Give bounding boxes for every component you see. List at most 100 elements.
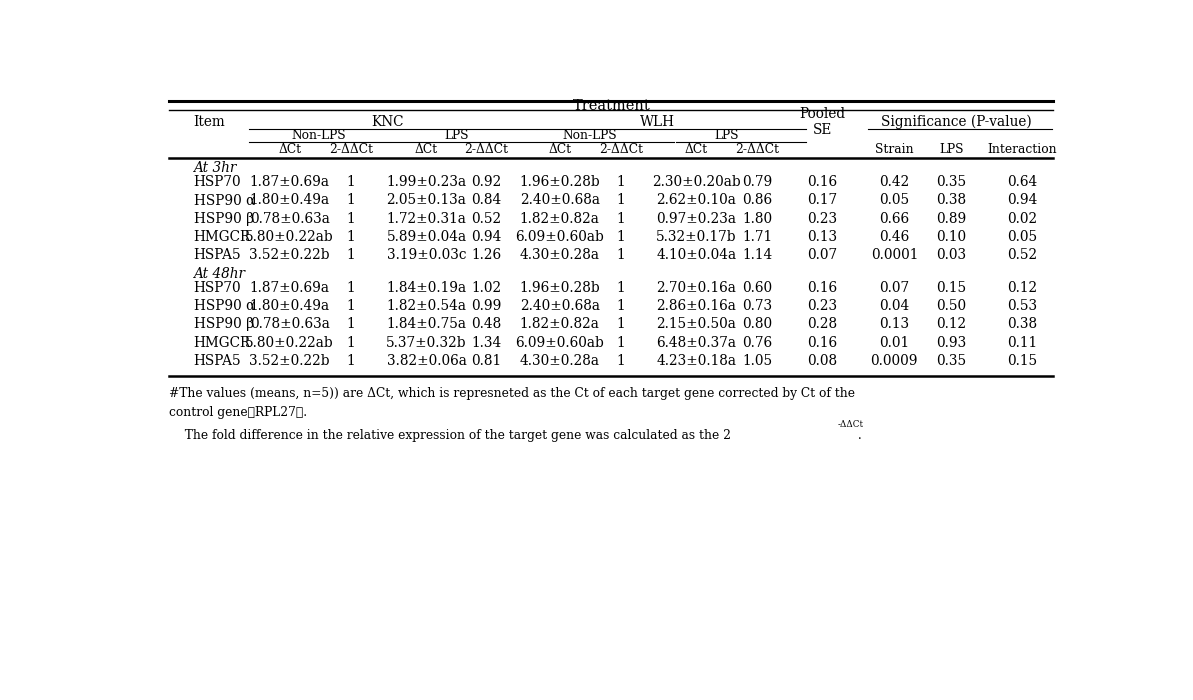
- Text: 3.19±0.03c: 3.19±0.03c: [387, 248, 466, 262]
- Text: 0.86: 0.86: [742, 193, 773, 207]
- Text: HMGCR: HMGCR: [193, 230, 251, 244]
- Text: 4.10±0.04a: 4.10±0.04a: [656, 248, 736, 262]
- Text: 5.37±0.32b: 5.37±0.32b: [387, 336, 466, 350]
- Text: 0.12: 0.12: [1007, 281, 1037, 295]
- Text: 2.15±0.50a: 2.15±0.50a: [656, 317, 736, 331]
- Text: 1: 1: [346, 354, 356, 368]
- Text: 2.86±0.16a: 2.86±0.16a: [656, 299, 736, 313]
- Text: 0.50: 0.50: [937, 299, 966, 313]
- Text: 1.02: 1.02: [471, 281, 502, 295]
- Text: 0.81: 0.81: [471, 354, 502, 368]
- Text: 0.11: 0.11: [1007, 336, 1037, 350]
- Text: 0.12: 0.12: [937, 317, 966, 331]
- Text: 1.99±0.23a: 1.99±0.23a: [387, 175, 466, 189]
- Text: 3.52±0.22b: 3.52±0.22b: [249, 248, 330, 262]
- Text: Significance (P-value): Significance (P-value): [880, 115, 1032, 129]
- Text: 1.34: 1.34: [471, 336, 502, 350]
- Text: Strain: Strain: [874, 144, 914, 156]
- Text: 1.82±0.82a: 1.82±0.82a: [520, 317, 600, 331]
- Text: 1: 1: [346, 175, 356, 189]
- Text: 0.02: 0.02: [1007, 211, 1037, 225]
- Text: ΔCt: ΔCt: [415, 144, 438, 156]
- Text: 0.13: 0.13: [879, 317, 909, 331]
- Text: 0.01: 0.01: [879, 336, 909, 350]
- Text: 0.04: 0.04: [879, 299, 909, 313]
- Text: 6.09±0.60ab: 6.09±0.60ab: [515, 230, 604, 244]
- Text: 0.10: 0.10: [937, 230, 966, 244]
- Text: 1: 1: [346, 193, 356, 207]
- Text: 0.48: 0.48: [471, 317, 502, 331]
- Text: 0.15: 0.15: [937, 281, 966, 295]
- Text: 0.99: 0.99: [471, 299, 502, 313]
- Text: 4.30±0.28a: 4.30±0.28a: [520, 248, 600, 262]
- Text: 1: 1: [617, 336, 625, 350]
- Text: 0.17: 0.17: [808, 193, 837, 207]
- Text: HSP90 β: HSP90 β: [193, 317, 253, 331]
- Text: Non-LPS: Non-LPS: [563, 130, 618, 142]
- Text: 0.08: 0.08: [808, 354, 837, 368]
- Text: 0.52: 0.52: [471, 211, 502, 225]
- Text: 1.84±0.19a: 1.84±0.19a: [387, 281, 466, 295]
- Text: 2.62±0.10a: 2.62±0.10a: [656, 193, 736, 207]
- Text: 1: 1: [346, 317, 356, 331]
- Text: 1: 1: [346, 299, 356, 313]
- Text: ΔCt: ΔCt: [278, 144, 301, 156]
- Text: 1.87±0.69a: 1.87±0.69a: [249, 175, 329, 189]
- Text: 2-ΔΔCt: 2-ΔΔCt: [599, 144, 643, 156]
- Text: HSPA5: HSPA5: [193, 248, 241, 262]
- Text: 1.80±0.49a: 1.80±0.49a: [249, 193, 329, 207]
- Text: 1.84±0.75a: 1.84±0.75a: [387, 317, 466, 331]
- Text: KNC: KNC: [371, 115, 404, 129]
- Text: 0.80: 0.80: [742, 317, 773, 331]
- Text: 0.0001: 0.0001: [871, 248, 919, 262]
- Text: 0.0009: 0.0009: [871, 354, 919, 368]
- Text: 2-ΔΔCt: 2-ΔΔCt: [329, 144, 372, 156]
- Text: 1.05: 1.05: [742, 354, 773, 368]
- Text: 1: 1: [617, 211, 625, 225]
- Text: LPS: LPS: [715, 130, 740, 142]
- Text: 1.80: 1.80: [742, 211, 773, 225]
- Text: 1: 1: [346, 211, 356, 225]
- Text: Non-LPS: Non-LPS: [291, 130, 346, 142]
- Text: 1.14: 1.14: [742, 248, 773, 262]
- Text: Pooled
SE: Pooled SE: [799, 106, 846, 136]
- Text: 5.80±0.22ab: 5.80±0.22ab: [246, 230, 334, 244]
- Text: .: .: [854, 429, 861, 442]
- Text: HSP90 α: HSP90 α: [193, 193, 255, 207]
- Text: 1.82±0.82a: 1.82±0.82a: [520, 211, 600, 225]
- Text: 1: 1: [617, 281, 625, 295]
- Text: 0.78±0.63a: 0.78±0.63a: [249, 317, 329, 331]
- Text: 3.52±0.22b: 3.52±0.22b: [249, 354, 330, 368]
- Text: 0.53: 0.53: [1007, 299, 1037, 313]
- Text: 2.40±0.68a: 2.40±0.68a: [520, 299, 600, 313]
- Text: 0.64: 0.64: [1007, 175, 1037, 189]
- Text: 3.82±0.06a: 3.82±0.06a: [387, 354, 466, 368]
- Text: 0.94: 0.94: [471, 230, 502, 244]
- Text: 1.82±0.54a: 1.82±0.54a: [387, 299, 466, 313]
- Text: 1: 1: [617, 175, 625, 189]
- Text: 0.73: 0.73: [742, 299, 773, 313]
- Text: 2-ΔΔCt: 2-ΔΔCt: [736, 144, 779, 156]
- Text: 0.13: 0.13: [808, 230, 837, 244]
- Text: LPS: LPS: [445, 130, 469, 142]
- Text: WLH: WLH: [641, 115, 675, 129]
- Text: 1.96±0.28b: 1.96±0.28b: [519, 175, 600, 189]
- Text: 0.78±0.63a: 0.78±0.63a: [249, 211, 329, 225]
- Text: 0.89: 0.89: [937, 211, 966, 225]
- Text: 0.93: 0.93: [937, 336, 966, 350]
- Text: 0.66: 0.66: [879, 211, 909, 225]
- Text: 1.80±0.49a: 1.80±0.49a: [249, 299, 329, 313]
- Text: 2.40±0.68a: 2.40±0.68a: [520, 193, 600, 207]
- Text: #The values (means, n=5)) are ΔCt, which is represneted as the Ct of each target: #The values (means, n=5)) are ΔCt, which…: [169, 387, 855, 400]
- Text: 0.60: 0.60: [742, 281, 773, 295]
- Text: The fold difference in the relative expression of the target gene was calculated: The fold difference in the relative expr…: [177, 429, 731, 442]
- Text: 1: 1: [346, 230, 356, 244]
- Text: 0.46: 0.46: [879, 230, 909, 244]
- Text: 0.35: 0.35: [937, 354, 966, 368]
- Text: 0.35: 0.35: [937, 175, 966, 189]
- Text: 0.79: 0.79: [742, 175, 773, 189]
- Text: HSP70: HSP70: [193, 281, 241, 295]
- Text: 6.48±0.37a: 6.48±0.37a: [656, 336, 736, 350]
- Text: 1.26: 1.26: [471, 248, 502, 262]
- Text: 1: 1: [617, 230, 625, 244]
